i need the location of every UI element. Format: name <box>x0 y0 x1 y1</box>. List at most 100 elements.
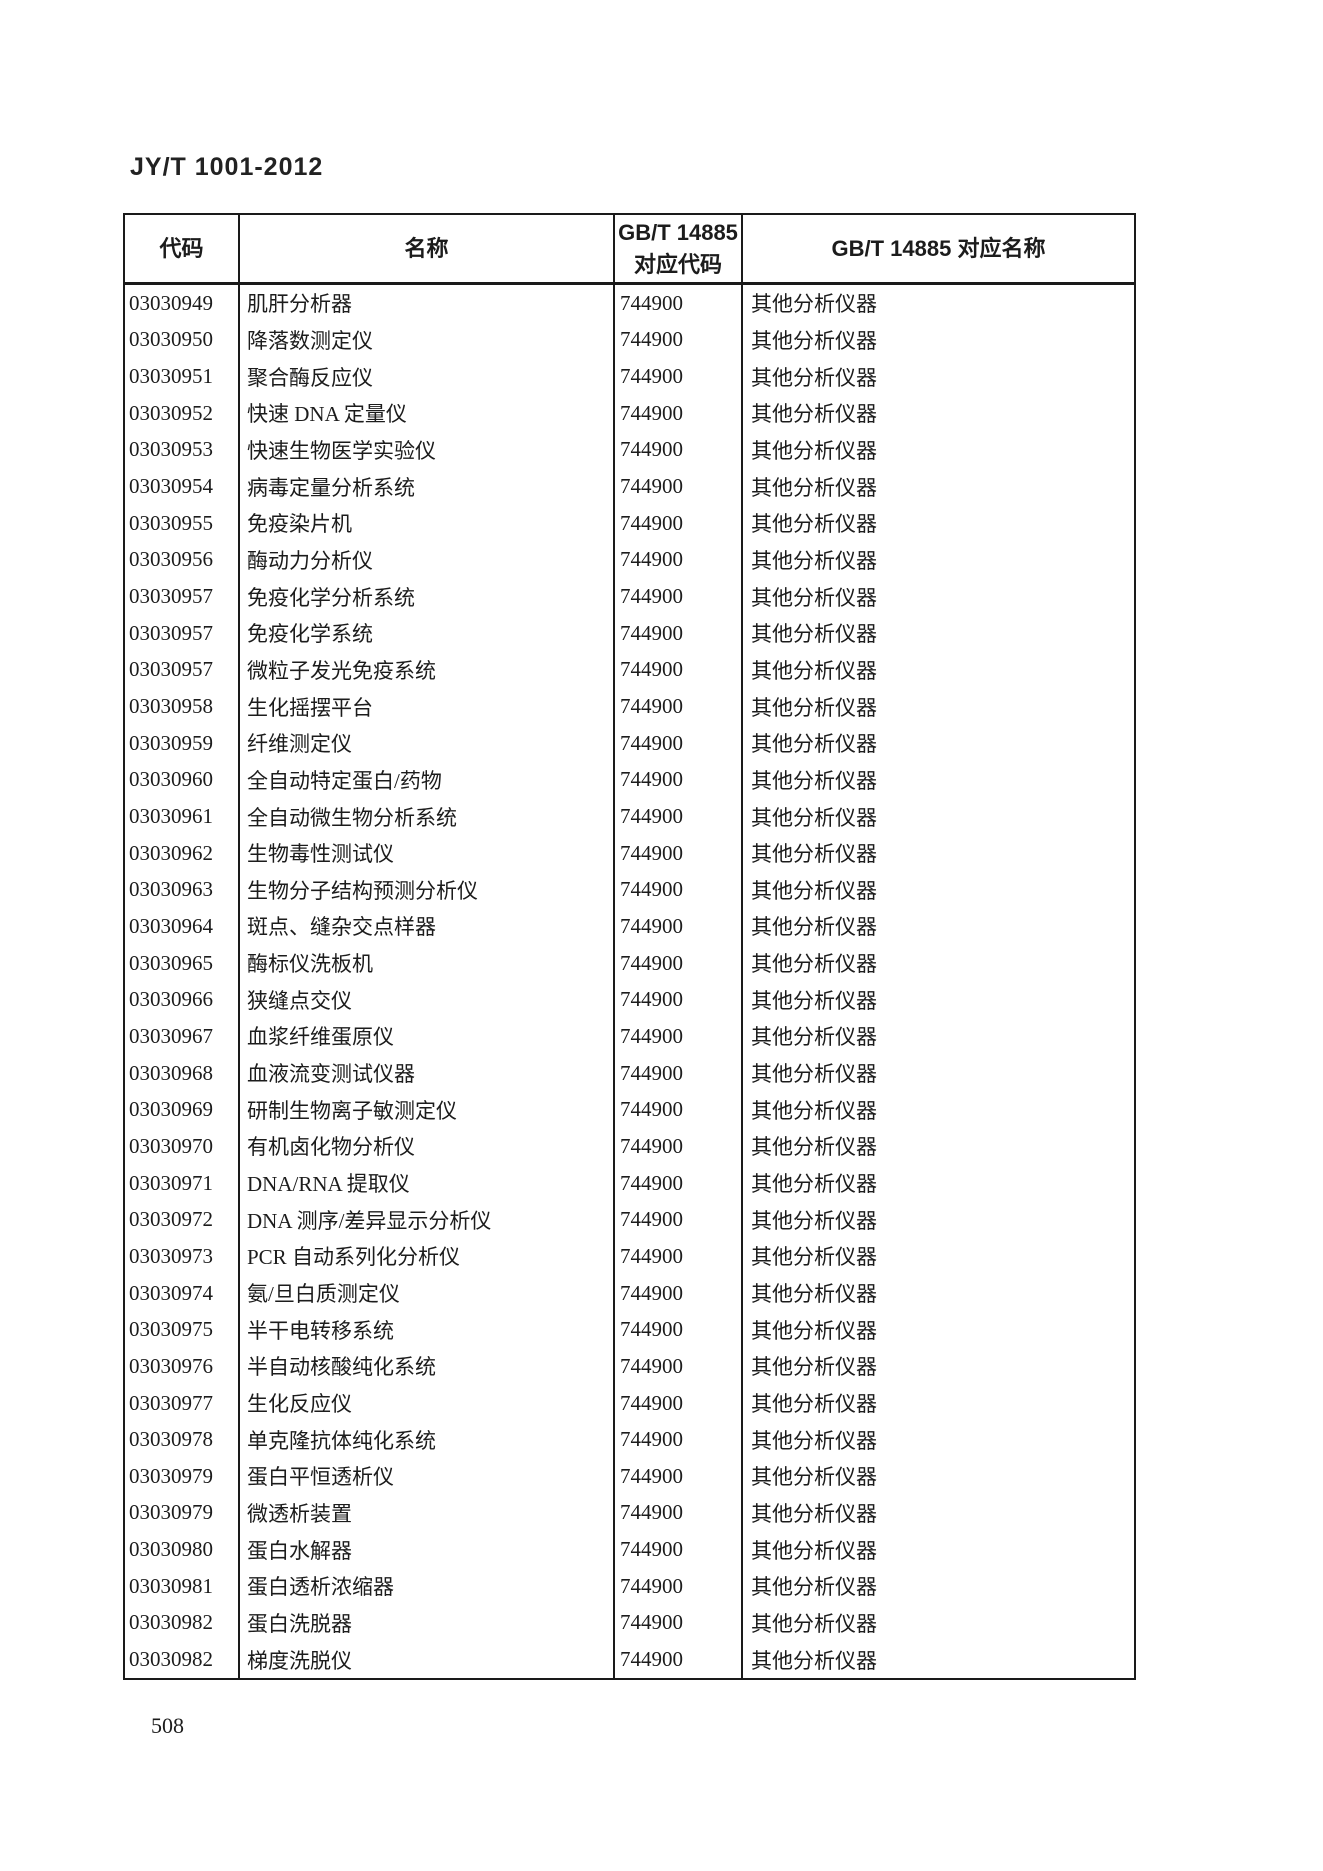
cell-name: 纤维测定仪 <box>239 724 615 762</box>
cell-name: 单克隆抗体纯化系统 <box>239 1421 615 1458</box>
table-row: 03030954 病毒定量分析系统 744900 其他分析仪器 <box>124 468 1135 505</box>
cell-name: 蛋白平恒透析仪 <box>239 1458 615 1495</box>
cell-gbt-code: 744900 <box>614 1091 743 1129</box>
cell-gbt-code: 744900 <box>614 761 743 799</box>
cell-gbt-name: 其他分析仪器 <box>751 512 877 537</box>
cell-code: 03030951 <box>124 358 240 395</box>
cell-gbt-code: 744900 <box>614 1348 743 1385</box>
cell-name: 快速生物医学实验仪 <box>239 431 615 469</box>
cell-gbt-name: 其他分析仪器 <box>751 915 877 940</box>
table-row: 03030959 纤维测定仪 744900 其他分析仪器 <box>124 724 1135 762</box>
cell-name: 生物毒性测试仪 <box>239 834 615 872</box>
cell-gbt-name: 其他分析仪器 <box>751 768 877 793</box>
cell-gbt-name: 其他分析仪器 <box>751 732 877 757</box>
cell-gbt-name: 其他分析仪器 <box>751 988 877 1013</box>
table-row: 03030975 半干电转移系统 744900 其他分析仪器 <box>124 1311 1135 1349</box>
cell-gbt-code: 744900 <box>614 358 743 395</box>
table-row: 03030977 生化反应仪 744900 其他分析仪器 <box>124 1384 1135 1422</box>
cell-gbt-name: 其他分析仪器 <box>751 402 877 427</box>
cell-name: 微粒子发光免疫系统 <box>239 651 615 689</box>
cell-name: 全自动微生物分析系统 <box>239 798 615 835</box>
table-row: 03030950 降落数测定仪 744900 其他分析仪器 <box>124 321 1135 359</box>
table-row: 03030953 快速生物医学实验仪 744900 其他分析仪器 <box>124 431 1135 469</box>
cell-code: 03030956 <box>124 541 240 579</box>
cell-code: 03030953 <box>124 431 240 469</box>
table-row: 03030962 生物毒性测试仪 744900 其他分析仪器 <box>124 834 1135 872</box>
cell-name: 免疫染片机 <box>239 504 615 542</box>
cell-gbt-name: 其他分析仪器 <box>751 1318 877 1343</box>
table-row: 03030960 全自动特定蛋白/药物 744900 其他分析仪器 <box>124 761 1135 799</box>
cell-gbt-code: 744900 <box>614 1238 743 1275</box>
cell-gbt-name: 其他分析仪器 <box>751 842 877 867</box>
cell-gbt-code: 744900 <box>614 798 743 835</box>
cell-name: 氨/旦白质测定仪 <box>239 1274 615 1312</box>
cell-gbt-code: 744900 <box>614 614 743 652</box>
cell-name: 血液流变测试仪器 <box>239 1054 615 1092</box>
table-row: 03030976 半自动核酸纯化系统 744900 其他分析仪器 <box>124 1348 1135 1385</box>
cell-gbt-code: 744900 <box>614 1494 743 1532</box>
table-row: 03030982 蛋白洗脱器 744900 其他分析仪器 <box>124 1604 1135 1642</box>
cell-gbt-name: 其他分析仪器 <box>751 1282 877 1307</box>
cell-code: 03030967 <box>124 1018 240 1055</box>
cell-gbt-name: 其他分析仪器 <box>751 1172 877 1197</box>
cell-gbt-name: 其他分析仪器 <box>751 1062 877 1087</box>
cell-gbt-code: 744900 <box>614 651 743 689</box>
cell-code: 03030969 <box>124 1091 240 1129</box>
cell-gbt-name: 其他分析仪器 <box>751 292 877 317</box>
cell-gbt-name: 其他分析仪器 <box>751 438 877 463</box>
cell-gbt-code: 744900 <box>614 944 743 982</box>
table-row: 03030957 免疫化学系统 744900 其他分析仪器 <box>124 614 1135 652</box>
cell-code: 03030974 <box>124 1274 240 1312</box>
cell-gbt-code: 744900 <box>614 394 743 432</box>
table-row: 03030982 梯度洗脱仪 744900 其他分析仪器 <box>124 1641 1135 1679</box>
cell-name: 快速 DNA 定量仪 <box>239 394 615 432</box>
cell-gbt-name: 其他分析仪器 <box>751 1428 877 1453</box>
cell-gbt-name: 其他分析仪器 <box>751 585 877 610</box>
document-title: JY/T 1001-2012 <box>130 153 324 181</box>
cell-gbt-name: 其他分析仪器 <box>751 1501 877 1526</box>
cell-gbt-name: 其他分析仪器 <box>751 878 877 903</box>
table-row: 03030978 单克隆抗体纯化系统 744900 其他分析仪器 <box>124 1421 1135 1458</box>
cell-code: 03030970 <box>124 1128 240 1165</box>
cell-gbt-name: 其他分析仪器 <box>751 805 877 830</box>
cell-gbt-code: 744900 <box>614 834 743 872</box>
equipment-code-table: 代码 名称 GB/T 14885 对应代码 GB/T 14885 对应名称 03… <box>123 213 1136 1680</box>
cell-gbt-code: 744900 <box>614 908 743 945</box>
cell-code: 03030981 <box>124 1567 240 1605</box>
cell-gbt-name: 其他分析仪器 <box>751 365 877 390</box>
cell-name: 酶动力分析仪 <box>239 541 615 579</box>
cell-gbt-name: 其他分析仪器 <box>751 1098 877 1123</box>
cell-name: 生化摇摆平台 <box>239 688 615 725</box>
cell-name: 微透析装置 <box>239 1494 615 1532</box>
cell-name: 半自动核酸纯化系统 <box>239 1348 615 1385</box>
cell-name: 半干电转移系统 <box>239 1311 615 1349</box>
cell-code: 03030972 <box>124 1201 240 1239</box>
cell-gbt-name: 其他分析仪器 <box>751 1538 877 1563</box>
cell-code: 03030957 <box>124 651 240 689</box>
cell-code: 03030980 <box>124 1531 240 1568</box>
cell-name: 蛋白水解器 <box>239 1531 615 1568</box>
cell-name: 斑点、缝杂交点样器 <box>239 908 615 945</box>
cell-gbt-name: 其他分析仪器 <box>751 1135 877 1160</box>
cell-gbt-code: 744900 <box>614 1201 743 1239</box>
cell-gbt-code: 744900 <box>614 981 743 1019</box>
cell-code: 03030962 <box>124 834 240 872</box>
cell-code: 03030949 <box>124 283 240 322</box>
cell-gbt-name: 其他分析仪器 <box>751 1355 877 1380</box>
cell-gbt-name: 其他分析仪器 <box>751 695 877 720</box>
page-number: 508 <box>151 1713 184 1738</box>
cell-code: 03030982 <box>124 1604 240 1642</box>
cell-gbt-name: 其他分析仪器 <box>751 1465 877 1490</box>
cell-gbt-code: 744900 <box>614 1384 743 1422</box>
cell-gbt-code: 744900 <box>614 1054 743 1092</box>
cell-code: 03030952 <box>124 394 240 432</box>
cell-name: 蛋白洗脱器 <box>239 1604 615 1642</box>
table-row: 03030974 氨/旦白质测定仪 744900 其他分析仪器 <box>124 1274 1135 1312</box>
cell-gbt-code: 744900 <box>614 431 743 469</box>
cell-name: 梯度洗脱仪 <box>239 1641 615 1679</box>
cell-name: 免疫化学分析系统 <box>239 578 615 615</box>
cell-gbt-name: 其他分析仪器 <box>751 548 877 573</box>
cell-gbt-code: 744900 <box>614 1421 743 1458</box>
table-row: 03030955 免疫染片机 744900 其他分析仪器 <box>124 504 1135 542</box>
